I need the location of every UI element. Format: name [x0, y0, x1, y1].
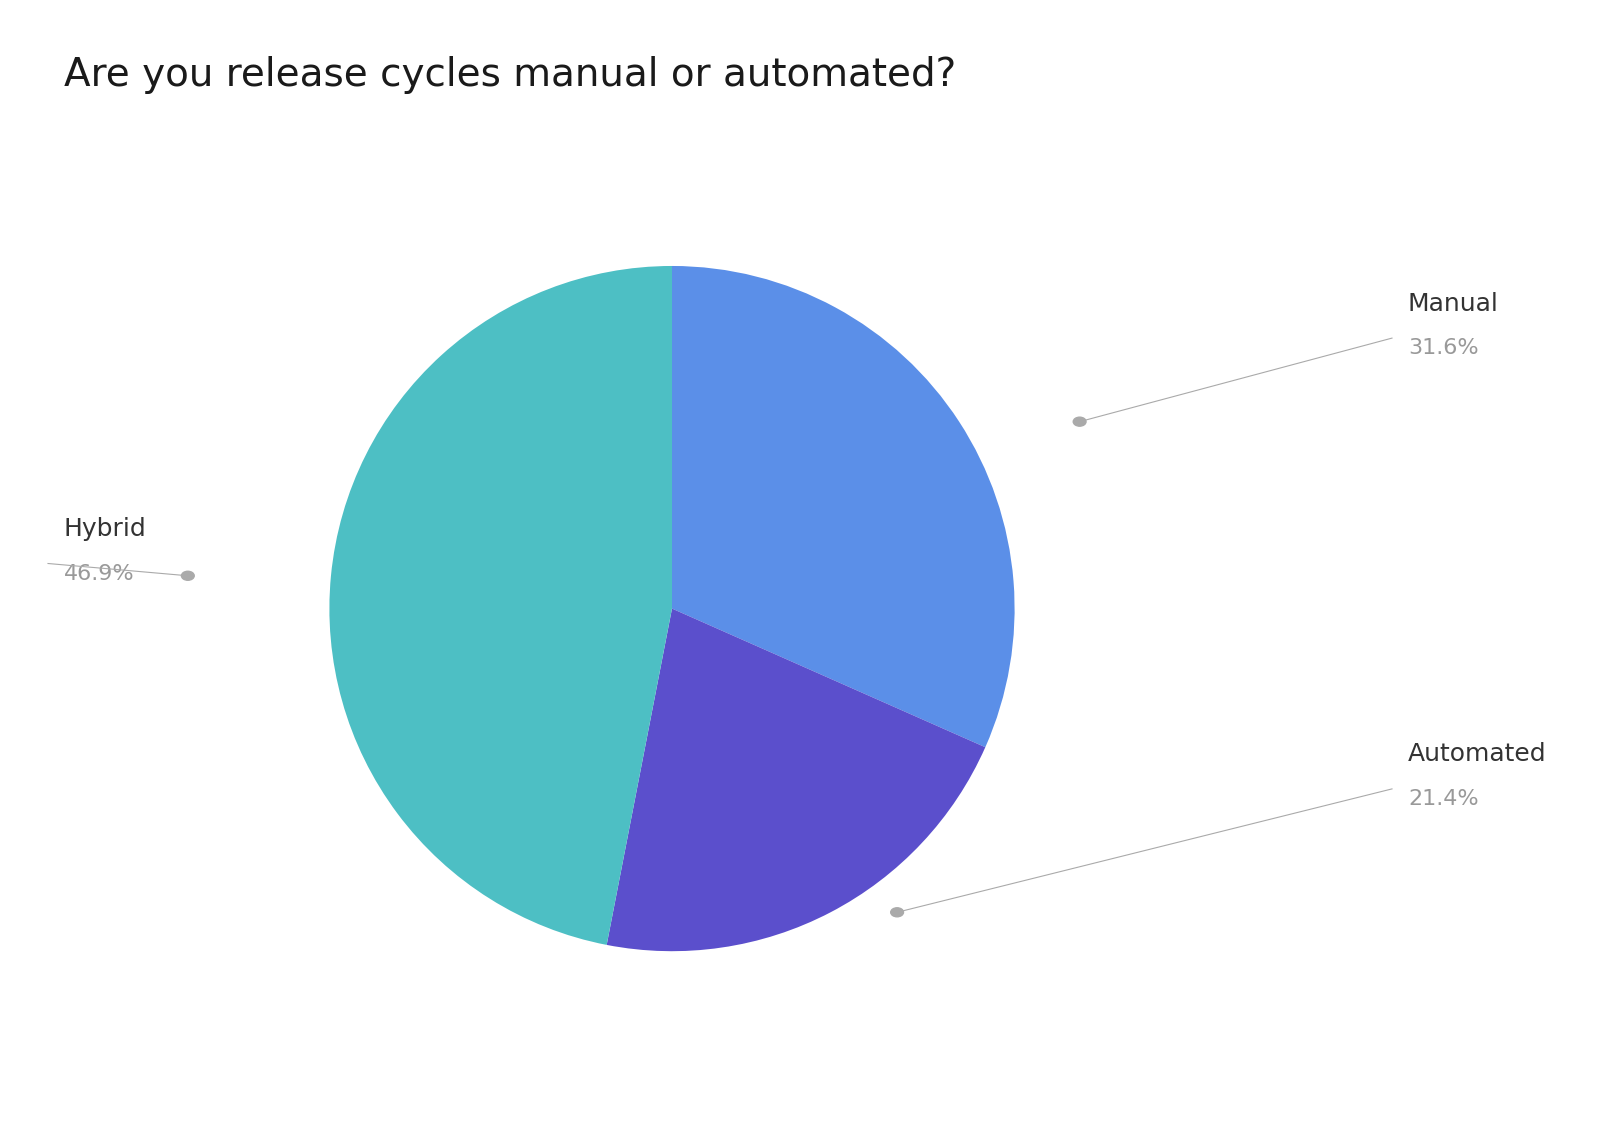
- Text: Automated: Automated: [1408, 743, 1547, 766]
- Text: 21.4%: 21.4%: [1408, 789, 1478, 809]
- Text: Are you release cycles manual or automated?: Are you release cycles manual or automat…: [64, 56, 957, 95]
- Text: 31.6%: 31.6%: [1408, 338, 1478, 358]
- Text: Hybrid: Hybrid: [64, 517, 147, 541]
- Text: Manual: Manual: [1408, 292, 1499, 316]
- Wedge shape: [330, 266, 672, 944]
- Wedge shape: [672, 266, 1014, 747]
- Wedge shape: [606, 609, 986, 951]
- Text: 46.9%: 46.9%: [64, 564, 134, 584]
